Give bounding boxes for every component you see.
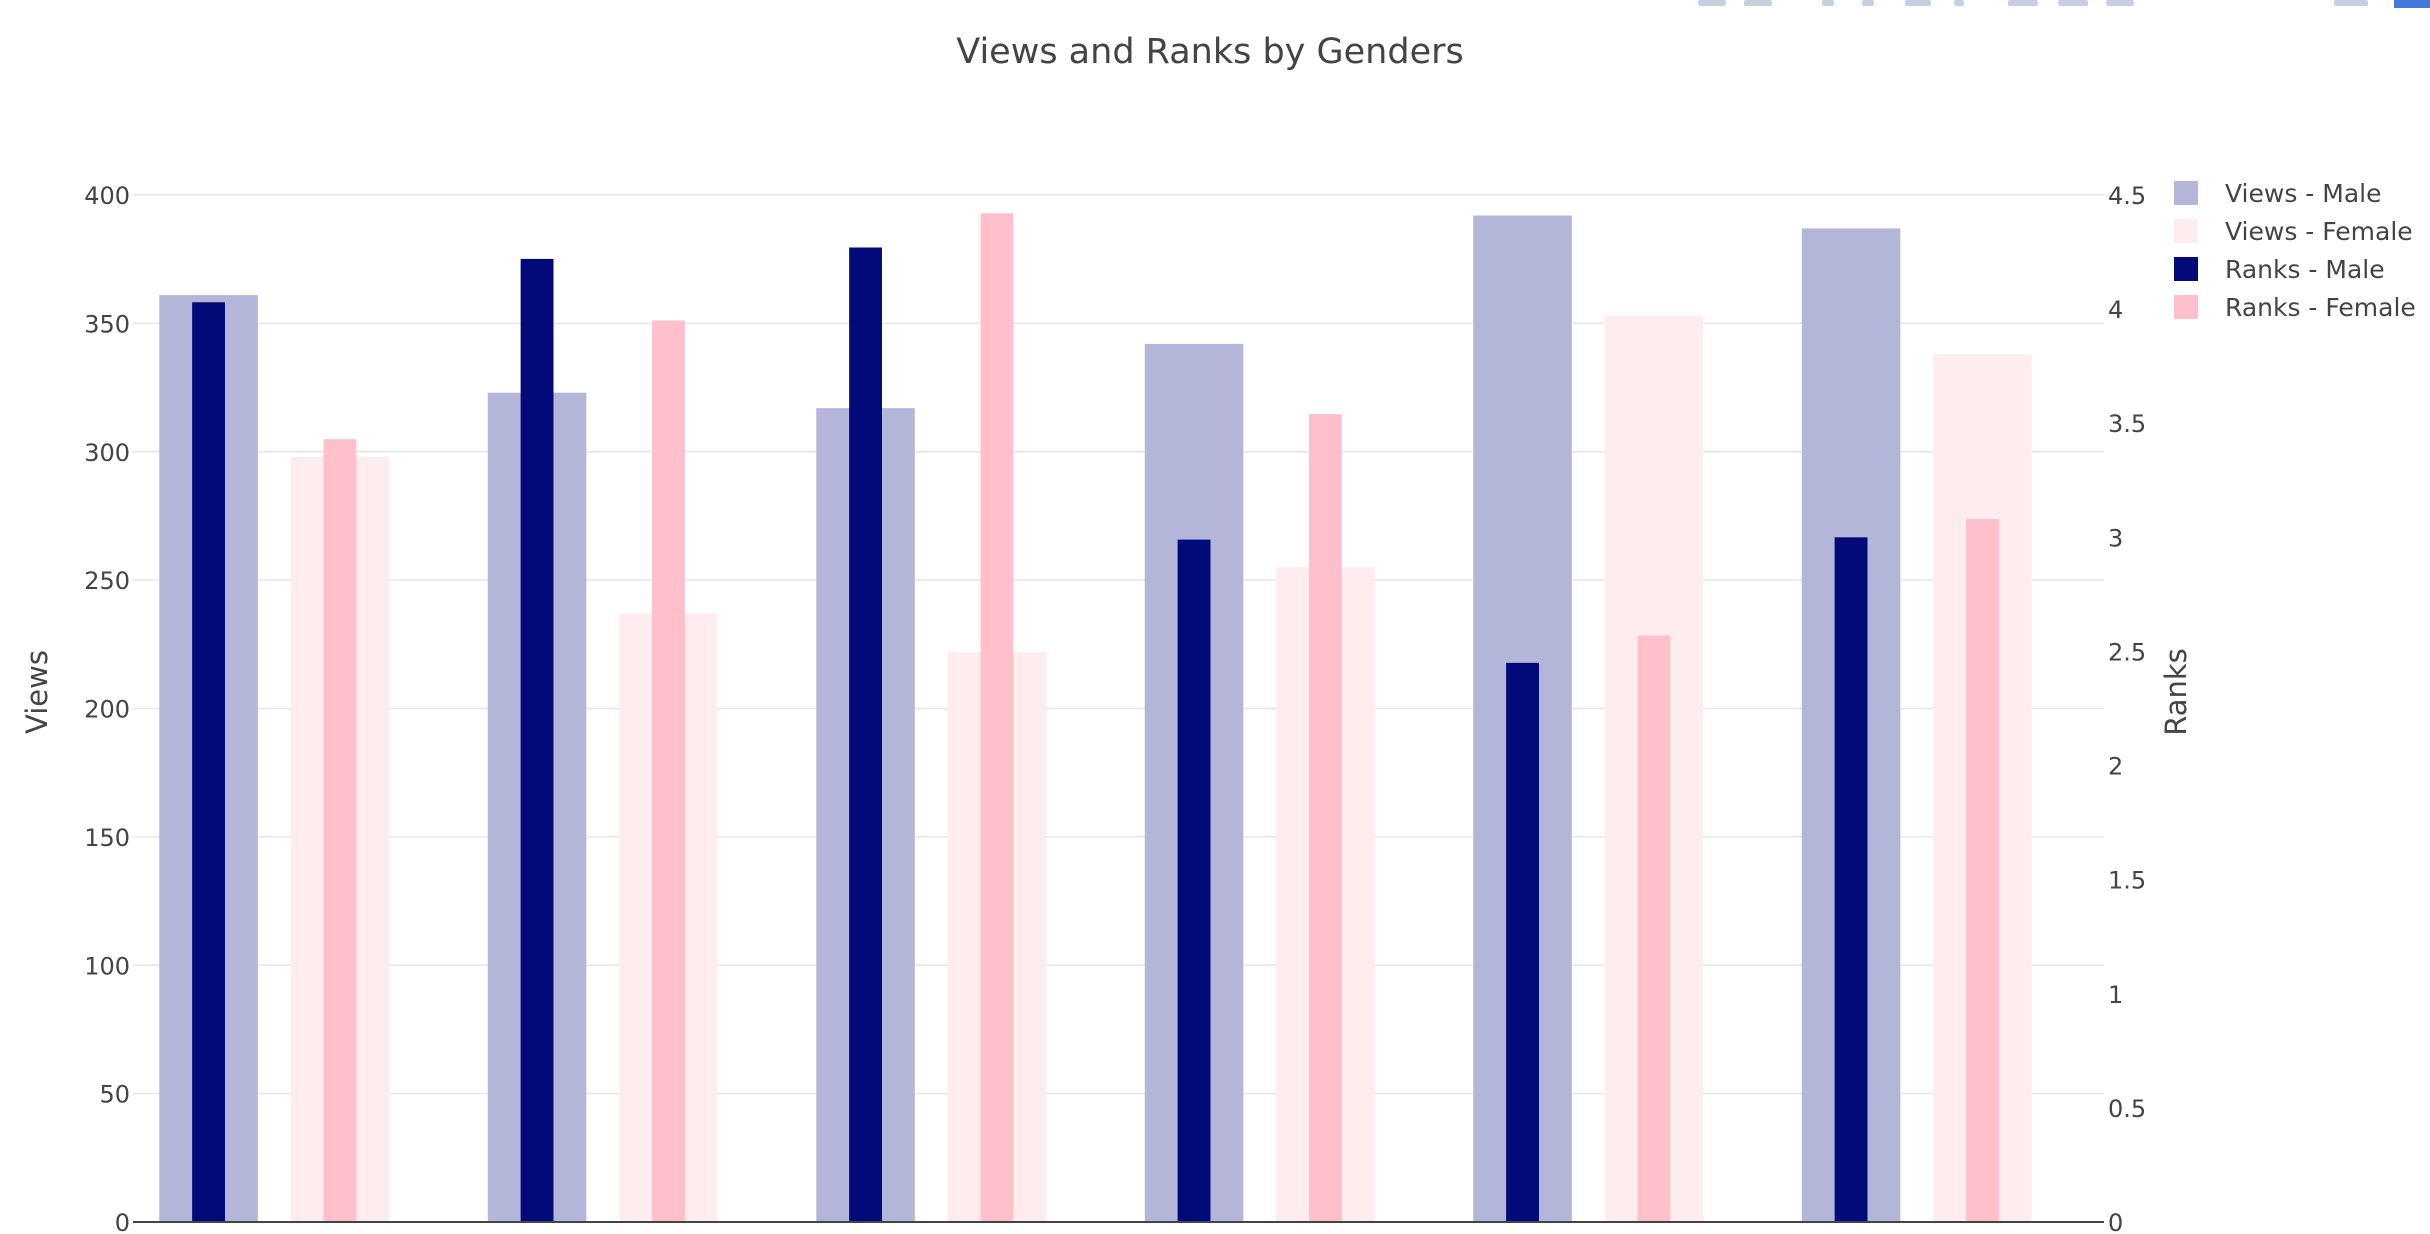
bar-ranks-male[interactable]	[1834, 537, 1868, 1222]
select-icon[interactable]	[1862, 0, 1874, 6]
bar-ranks-male[interactable]	[192, 302, 225, 1223]
compare-icon[interactable]	[2334, 0, 2368, 6]
chart-title: Views and Ranks by Genders	[956, 32, 1463, 72]
right-tick-label: 3.5	[2108, 410, 2146, 438]
bar-ranks-female[interactable]	[323, 439, 357, 1223]
right-tick-label: 4.5	[2108, 182, 2146, 210]
legend-swatch[interactable]	[2174, 219, 2198, 243]
left-tick-label: 250	[84, 567, 130, 595]
left-tick-label: 100	[84, 952, 130, 980]
left-tick-label: 0	[115, 1209, 130, 1234]
right-tick-label: 1	[2108, 981, 2123, 1009]
left-tick-label: 400	[84, 182, 130, 210]
bar-ranks-male[interactable]	[1177, 539, 1211, 1222]
right-tick-label: 1.5	[2108, 867, 2146, 895]
bar-ranks-female[interactable]	[1966, 519, 1999, 1222]
legend-swatch[interactable]	[2174, 295, 2198, 319]
left-tick-label: 200	[84, 696, 130, 724]
zoom-icon[interactable]	[1744, 0, 1772, 6]
legend-label[interactable]: Views - Male	[2225, 179, 2381, 208]
bar-ranks-female[interactable]	[652, 320, 685, 1222]
bar-ranks-male[interactable]	[849, 247, 882, 1223]
right-axis-ticks: 0 0.5 1 1.5 2 2.5 3 3.5 4 4.5	[2108, 182, 2146, 1234]
zoom-in-icon[interactable]	[1954, 0, 1964, 6]
left-tick-label: 150	[84, 824, 130, 852]
lasso-icon[interactable]	[1905, 0, 1931, 6]
autoscale-icon[interactable]	[2058, 0, 2088, 6]
bar-ranks-male[interactable]	[520, 258, 554, 1222]
download-icon[interactable]	[1698, 0, 1726, 6]
bar-marks	[159, 213, 2032, 1223]
bar-ranks-female[interactable]	[1637, 635, 1671, 1222]
reset-axes-icon[interactable]	[2106, 0, 2134, 6]
legend-swatch[interactable]	[2174, 257, 2198, 281]
left-axis-ticks: 0 50 100 150 200 250 300 350 400	[84, 182, 130, 1234]
legend-label[interactable]: Ranks - Female	[2225, 293, 2416, 322]
right-axis-title: Ranks	[2159, 648, 2193, 736]
left-axis-title: Views	[20, 650, 54, 734]
bar-ranks-male[interactable]	[1506, 662, 1539, 1222]
legend-label[interactable]: Ranks - Male	[2225, 255, 2385, 284]
legend[interactable]: Views - Male Views - Female Ranks - Male Ra…	[2174, 179, 2416, 322]
right-tick-label: 0.5	[2108, 1095, 2146, 1123]
left-tick-label: 50	[99, 1081, 130, 1109]
right-tick-label: 0	[2108, 1209, 2123, 1234]
bar-ranks-female[interactable]	[1309, 414, 1342, 1222]
modebar-toolbar	[1698, 0, 2430, 8]
right-tick-label: 2.5	[2108, 638, 2146, 666]
pan-icon[interactable]	[1822, 0, 1834, 6]
right-tick-label: 2	[2108, 753, 2123, 781]
left-tick-label: 350	[84, 310, 130, 338]
right-tick-label: 3	[2108, 524, 2123, 552]
left-tick-label: 300	[84, 439, 130, 467]
legend-label[interactable]: Views - Female	[2225, 217, 2413, 246]
bar-ranks-female[interactable]	[980, 213, 1014, 1222]
right-tick-label: 4	[2108, 296, 2123, 324]
gridlines	[133, 194, 2104, 1095]
legend-swatch[interactable]	[2174, 181, 2198, 205]
zoom-out-icon[interactable]	[2008, 0, 2038, 6]
plotly-logo-icon[interactable]	[2394, 0, 2430, 8]
